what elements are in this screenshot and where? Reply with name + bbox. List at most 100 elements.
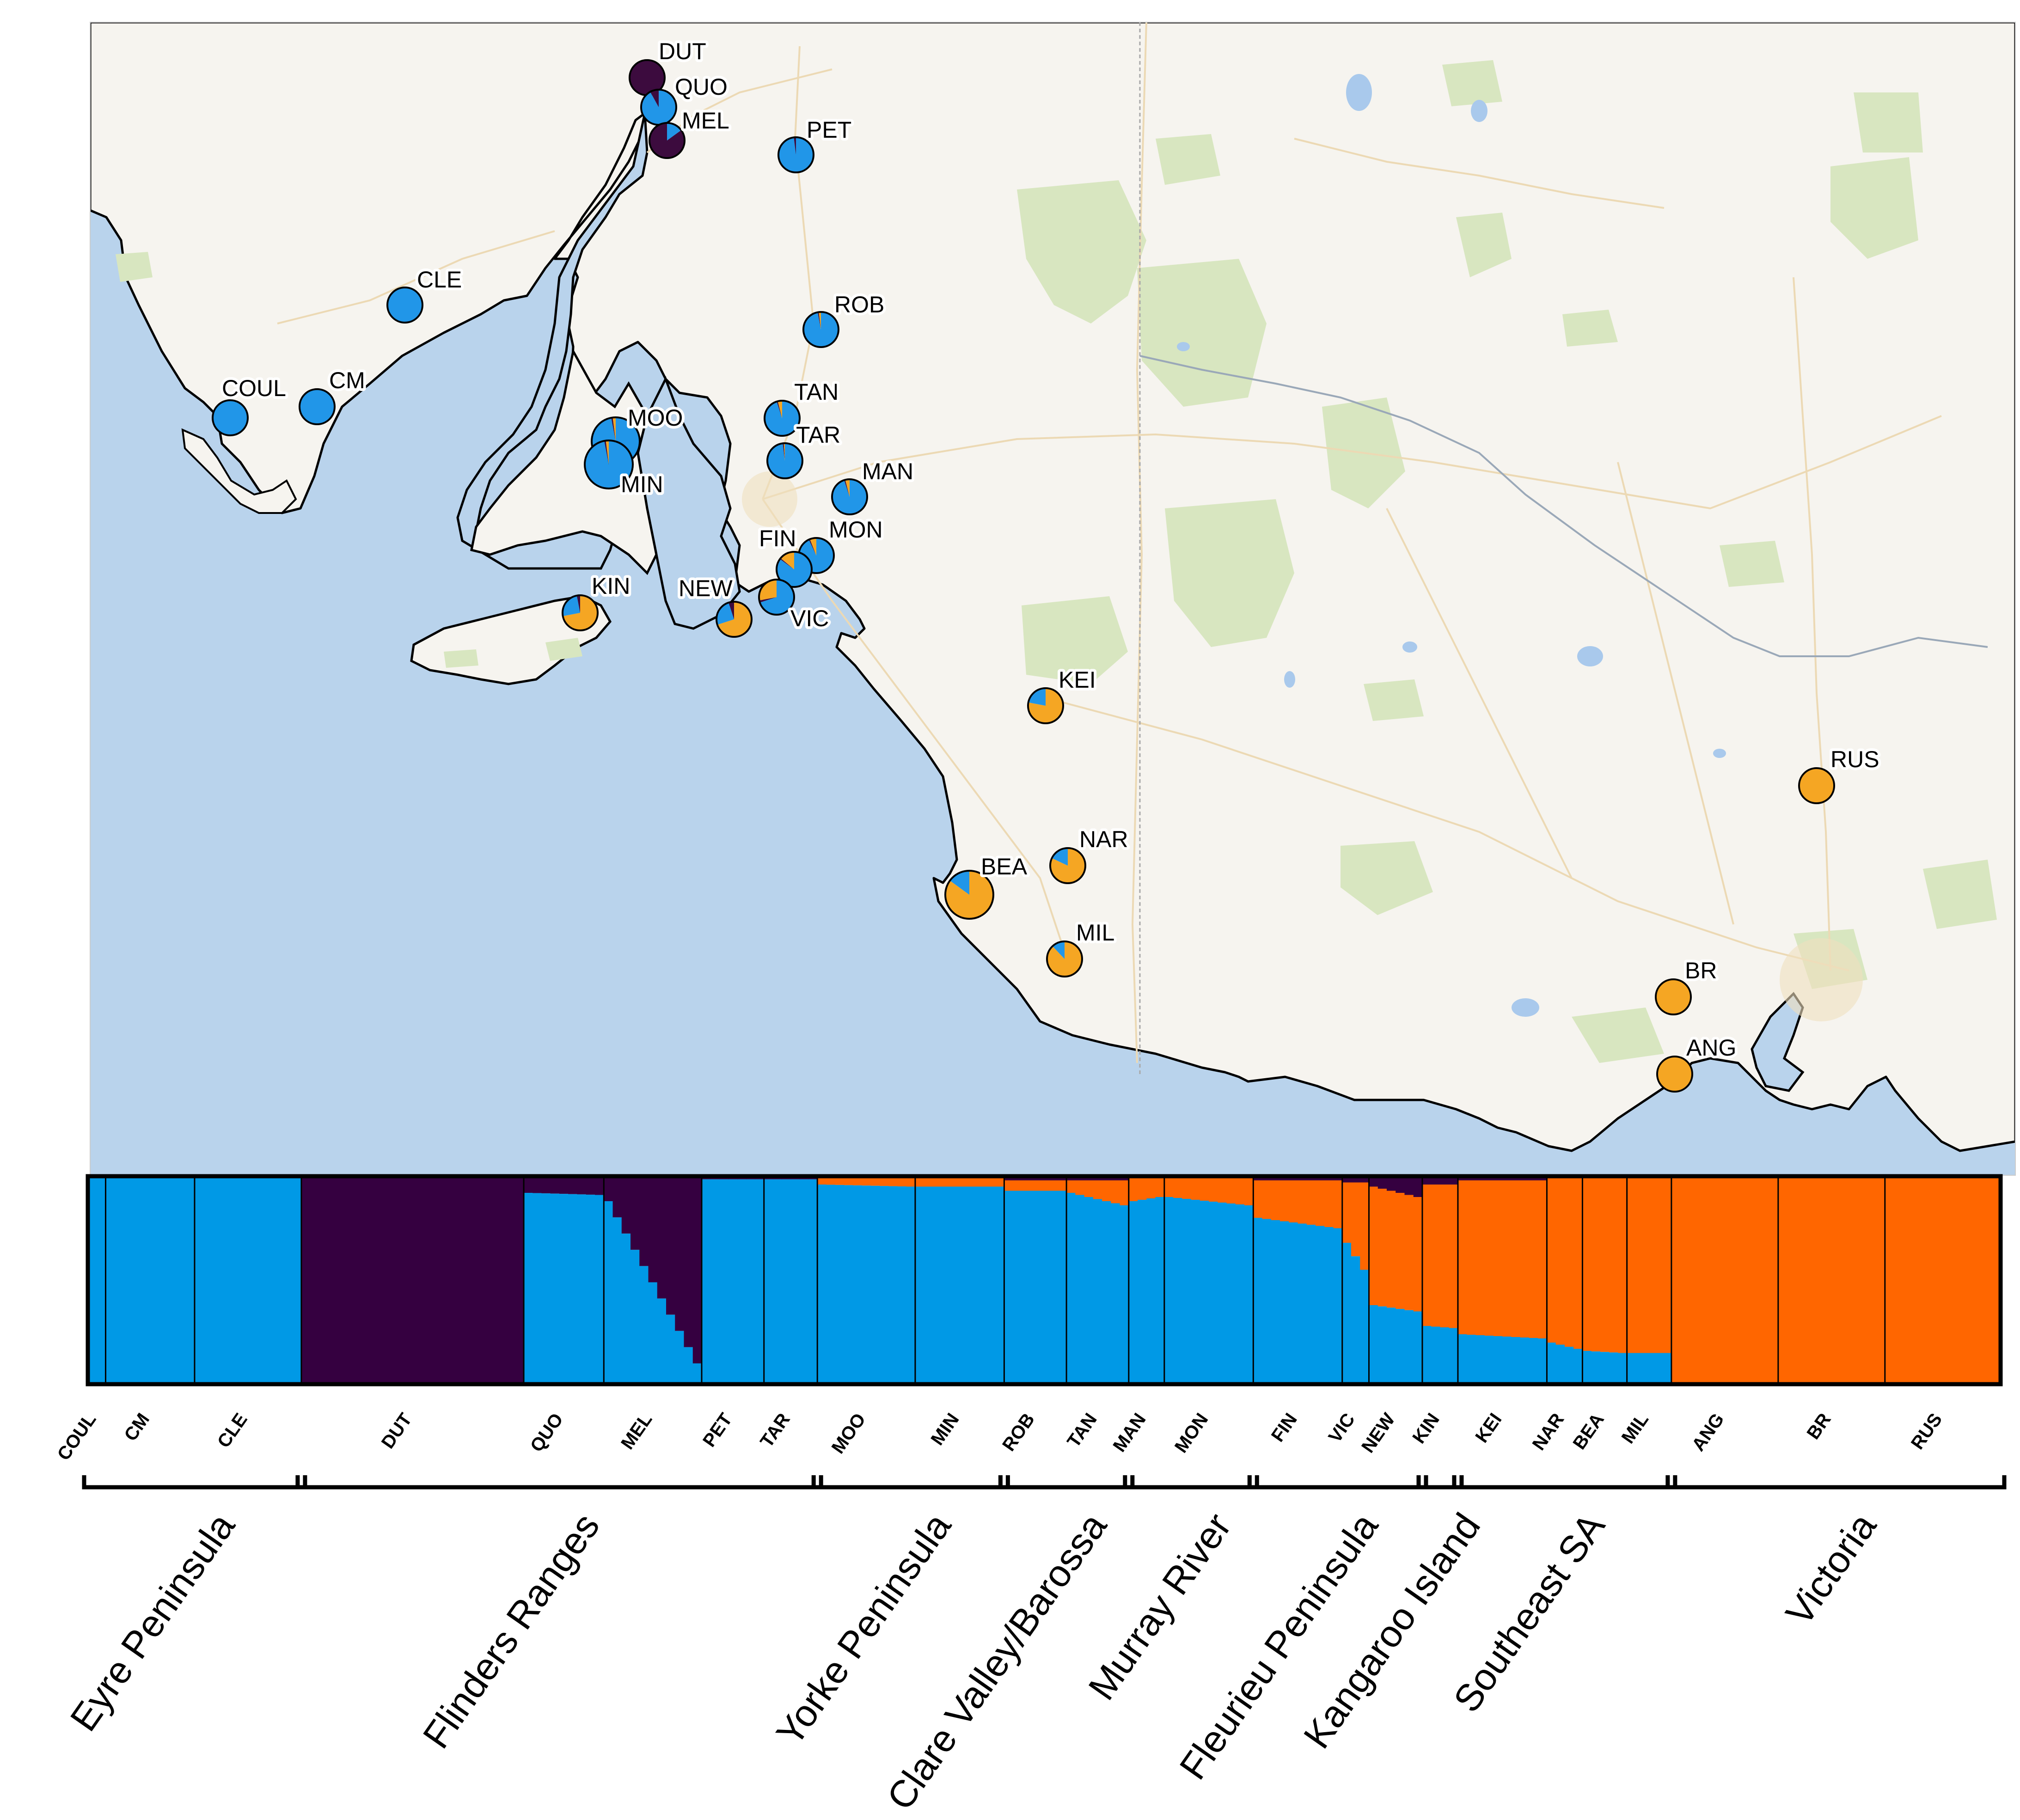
pie-slice-blue xyxy=(1028,688,1046,706)
ancestry-segment-blue xyxy=(1396,1309,1405,1384)
region-label: Kangaroo Island xyxy=(1296,1506,1488,1756)
ancestry-segment-dark xyxy=(550,1176,560,1194)
ancestry-segment-blue xyxy=(782,1179,791,1384)
region-brace-line xyxy=(1247,1475,1428,1490)
ancestry-segment-blue xyxy=(675,1331,685,1384)
murray-river xyxy=(1139,355,1988,657)
site-map-label: QUO xyxy=(675,74,728,100)
ancestry-segment-blue xyxy=(150,1176,159,1384)
ancestry-segment-blue xyxy=(1377,1306,1387,1384)
ancestry-segment-orange xyxy=(826,1178,836,1185)
ancestry-segment-blue xyxy=(1120,1205,1129,1384)
ancestry-segment-blue xyxy=(728,1179,738,1384)
ancestry-segment-blue xyxy=(1467,1335,1476,1384)
ancestry-segment-orange xyxy=(1823,1176,1832,1384)
ancestry-segment-orange xyxy=(1111,1180,1120,1203)
ancestry-segment-blue xyxy=(1547,1343,1556,1384)
ancestry-segment-orange xyxy=(1894,1176,1903,1384)
ancestry-segment-blue xyxy=(1191,1200,1200,1384)
site-label: QUO xyxy=(526,1410,567,1456)
site-label: TAN xyxy=(1063,1410,1101,1451)
ancestry-segment-blue xyxy=(1324,1227,1334,1384)
ancestry-segment-dark xyxy=(648,1176,658,1283)
ancestry-segment-blue xyxy=(1431,1326,1441,1384)
site-label: BEA xyxy=(1569,1410,1608,1453)
ancestry-segment-orange xyxy=(1627,1178,1636,1353)
site-pie-tar: TAR xyxy=(766,419,843,479)
region-brace-line xyxy=(295,1475,823,1490)
ancestry-segment-blue xyxy=(719,1179,729,1384)
ancestry-segment-dark xyxy=(639,1176,649,1266)
ancestry-segment-blue xyxy=(835,1185,845,1384)
ancestry-segment-blue xyxy=(1591,1351,1601,1384)
site-map-label: TAN xyxy=(794,379,839,405)
ancestry-segment-dark xyxy=(621,1176,631,1234)
ancestry-segment-orange xyxy=(1048,1180,1058,1191)
pie-slice-dark xyxy=(576,595,580,613)
site-label: DUT xyxy=(378,1410,416,1453)
ancestry-segment-blue xyxy=(533,1193,542,1384)
ancestry-segment-blue xyxy=(817,1185,827,1384)
site-map-label: ROB xyxy=(834,292,884,318)
ancestry-segment-blue xyxy=(879,1186,889,1384)
ancestry-segment-orange xyxy=(1796,1176,1806,1384)
site-label: TAR xyxy=(756,1410,794,1451)
ancestry-segment-blue xyxy=(1057,1191,1067,1384)
site-label: MIL xyxy=(1618,1410,1653,1447)
ancestry-segment-blue xyxy=(1209,1202,1218,1384)
site-map-label: KIN xyxy=(592,573,630,599)
ancestry-segment-blue xyxy=(933,1186,943,1384)
ancestry-segment-orange xyxy=(1057,1180,1067,1191)
pie-slice-orange xyxy=(1656,979,1691,1014)
ancestry-segment-orange xyxy=(1369,1186,1378,1305)
ancestry-segment-blue xyxy=(1502,1337,1512,1384)
ancestry-segment-dark xyxy=(604,1176,613,1201)
site-label: NAR xyxy=(1529,1410,1568,1454)
pie-slice-dark xyxy=(604,440,609,464)
ancestry-segment-orange xyxy=(1725,1176,1734,1384)
ancestry-segment-orange xyxy=(1093,1180,1102,1199)
ancestry-segment-orange xyxy=(1591,1178,1601,1352)
ancestry-segment-blue xyxy=(292,1176,302,1384)
ancestry-segment-orange xyxy=(1529,1180,1538,1338)
ancestry-segment-blue xyxy=(1600,1352,1610,1384)
ancestry-segment-orange xyxy=(835,1178,845,1185)
ancestry-segment-blue xyxy=(550,1193,560,1384)
ancestry-segment-orange xyxy=(1618,1178,1628,1353)
yorke-peninsula xyxy=(470,348,658,575)
ancestry-segment-orange xyxy=(1502,1180,1512,1337)
ancestry-segment-orange xyxy=(1876,1176,1885,1384)
ancestry-segment-blue xyxy=(1298,1223,1307,1384)
ancestry-segment-dark xyxy=(1404,1176,1414,1195)
lakes-layer xyxy=(1177,74,1726,1017)
ancestry-segment-orange xyxy=(1983,1176,1992,1384)
ancestry-segment-orange xyxy=(960,1178,969,1187)
ancestry-segment-blue xyxy=(577,1194,587,1384)
ancestry-segment-blue xyxy=(1582,1351,1592,1384)
ancestry-segment-blue xyxy=(1084,1197,1094,1384)
pie-slice-blue xyxy=(563,595,580,617)
ancestry-segment-orange xyxy=(879,1178,889,1186)
ancestry-segment-orange xyxy=(1031,1180,1040,1191)
ancestry-segment-orange xyxy=(870,1178,880,1186)
site-map-label: RUS xyxy=(1830,746,1879,772)
pie-outline xyxy=(831,478,868,515)
ancestry-segment-orange xyxy=(1164,1178,1174,1197)
region-brace-line xyxy=(998,1475,1135,1490)
site-label: MON xyxy=(1171,1410,1212,1457)
ancestry-segment-orange xyxy=(1342,1182,1352,1243)
ancestry-segment-blue xyxy=(1316,1226,1325,1384)
pie-outline xyxy=(386,287,423,324)
ancestry-segment-blue xyxy=(168,1176,178,1384)
site-map-label: MEL xyxy=(682,108,729,134)
site-pie-ang: ANG xyxy=(1656,1032,1739,1093)
ancestry-segment-blue xyxy=(799,1179,809,1384)
ancestry-segment-orange xyxy=(1146,1178,1156,1198)
ancestry-segment-orange xyxy=(1733,1176,1743,1384)
ancestry-segment-dark xyxy=(1369,1176,1378,1187)
site-pie-pet: PET xyxy=(777,114,854,173)
ancestry-segment-dark xyxy=(541,1176,551,1194)
ancestry-segment-blue xyxy=(1102,1201,1111,1384)
ancestry-segment-blue xyxy=(1440,1327,1450,1384)
